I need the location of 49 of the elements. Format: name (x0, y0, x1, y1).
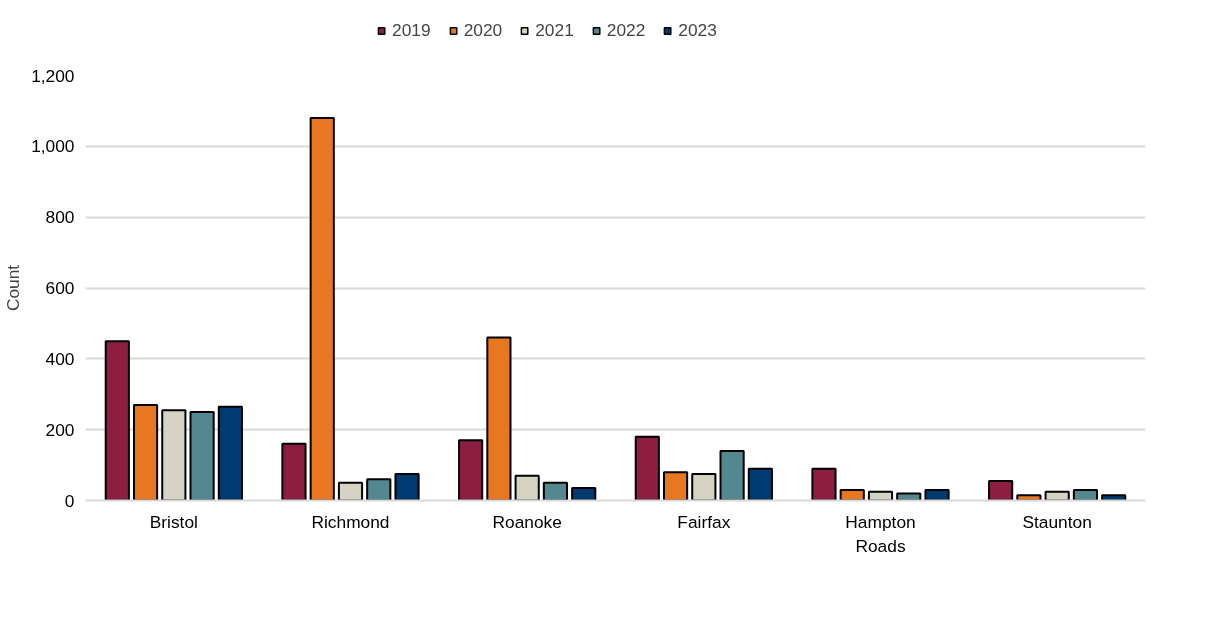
y-tick-label: 800 (45, 207, 75, 228)
x-tick-label: Richmond (311, 511, 390, 532)
bar (662, 471, 689, 501)
bar (217, 405, 243, 501)
legend-label: 2022 (606, 19, 646, 41)
y-tick-label: 200 (45, 419, 75, 440)
bar (924, 488, 950, 501)
bar (161, 409, 187, 501)
x-tick-label: Bristol (149, 511, 198, 532)
y-tick-label: 600 (45, 278, 75, 298)
bar (988, 480, 1014, 501)
bar (1101, 494, 1127, 501)
bar (189, 410, 215, 501)
y-tick-label: 400 (45, 348, 75, 369)
x-tick-label: Hampton Roads (845, 511, 916, 556)
bar (867, 490, 894, 501)
bar (104, 340, 130, 501)
bar (691, 472, 717, 501)
x-tick-label: Roanoke (492, 511, 562, 532)
bar (634, 435, 660, 501)
legend-label: 2023 (678, 19, 717, 41)
x-tick-label: Fairfax (677, 511, 731, 532)
bar (281, 442, 307, 501)
bar (1072, 488, 1099, 501)
bar (719, 449, 745, 501)
bar (394, 472, 420, 501)
bar (1016, 494, 1042, 501)
legend-label: 2019 (392, 19, 431, 41)
bar (811, 467, 837, 501)
y-tick-label: 1,200 (31, 65, 75, 86)
bar (309, 117, 335, 501)
bar (337, 481, 364, 501)
legend-label: 2020 (463, 19, 503, 41)
bar (1044, 490, 1070, 501)
y-tick-label: 0 (64, 490, 75, 511)
legend-label: 2021 (535, 19, 574, 41)
bar (458, 439, 484, 501)
bar (514, 474, 540, 501)
bar (571, 487, 597, 501)
y-axis-title: Count (3, 264, 24, 312)
bar (747, 467, 773, 501)
bar (896, 492, 922, 501)
bar (132, 403, 159, 501)
y-tick-label: 1,000 (31, 136, 75, 157)
bar (542, 481, 569, 501)
x-tick-label: Staunton (1022, 511, 1092, 532)
bar (366, 478, 392, 501)
bar (486, 336, 512, 501)
bar (839, 488, 865, 501)
